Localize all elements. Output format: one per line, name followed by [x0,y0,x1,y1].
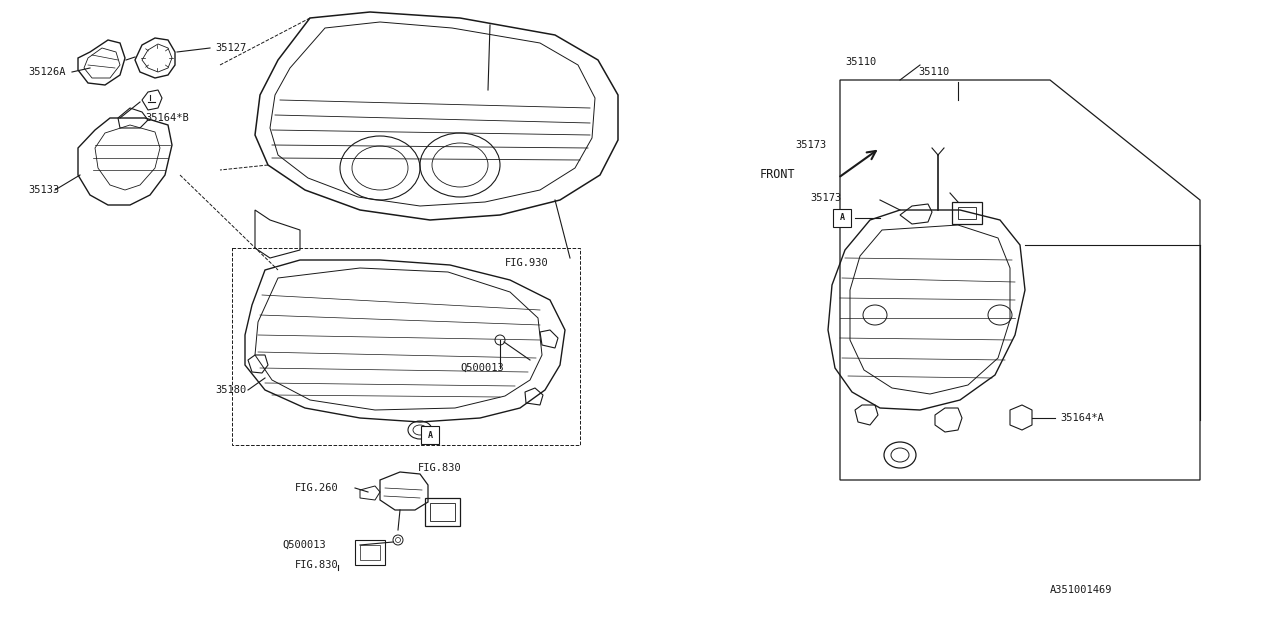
Text: A: A [840,214,845,223]
Text: Q500013: Q500013 [460,363,504,373]
Text: A: A [428,431,433,440]
Text: 35164*A: 35164*A [1060,413,1103,423]
Bar [957,207,977,219]
Bar [833,209,851,227]
Text: 35110: 35110 [845,57,877,67]
Bar [421,426,439,444]
Text: FIG.830: FIG.830 [294,560,339,570]
Text: FIG.830: FIG.830 [419,463,462,473]
Text: 35110: 35110 [918,67,950,77]
Bar [360,545,380,560]
Text: A351001469: A351001469 [1050,585,1112,595]
Text: 35164*B: 35164*B [145,113,188,123]
Text: 35127: 35127 [215,43,246,53]
Bar [952,202,982,224]
Text: 35180: 35180 [215,385,246,395]
Text: 35173: 35173 [795,140,827,150]
Text: Q500013: Q500013 [282,540,325,550]
Text: FRONT: FRONT [760,168,796,182]
Text: FIG.260: FIG.260 [294,483,339,493]
Text: 35126A: 35126A [28,67,65,77]
Bar [355,540,385,565]
Bar [425,498,460,526]
Bar [430,503,454,521]
Text: 35173: 35173 [810,193,841,203]
Text: FIG.930: FIG.930 [506,258,549,268]
Text: 35133: 35133 [28,185,59,195]
